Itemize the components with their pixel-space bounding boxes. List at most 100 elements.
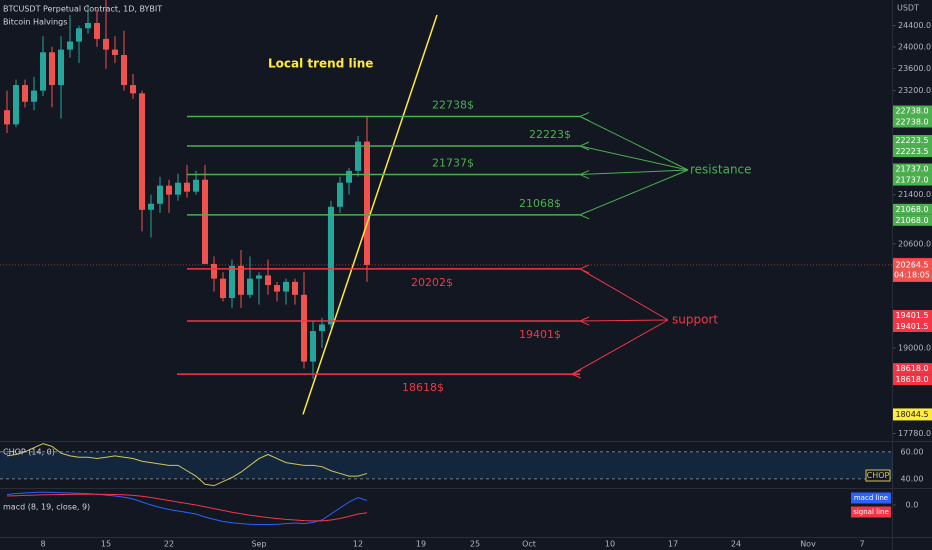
arrow-head: [570, 369, 582, 379]
candle-body: [229, 265, 235, 299]
arrow-head: [578, 170, 590, 179]
level-label: 22223$: [529, 128, 571, 141]
candle-body: [175, 182, 181, 195]
indicator-line: [6, 443, 368, 487]
arrow-head: [578, 210, 590, 220]
candle-body: [310, 331, 316, 362]
arrow: [579, 268, 669, 321]
price-badge: [893, 163, 932, 175]
candle-body: [31, 90, 37, 102]
chart-title: BTCUSDT Perpetual Contract, 1D, BYBIT: [3, 5, 162, 14]
candle-body: [364, 141, 370, 265]
candle-body: [148, 203, 154, 210]
candle-body: [283, 281, 289, 292]
level-label: 21068$: [519, 197, 561, 210]
y-tick-label: 19000.0: [898, 343, 931, 352]
countdown: 04:18:05: [894, 270, 930, 279]
price-badge: [893, 146, 932, 158]
level-label: 22738$: [432, 99, 474, 112]
price-badge-label: 21737.0: [895, 165, 928, 174]
price-badge: [893, 135, 932, 147]
price-badge: [893, 174, 932, 186]
x-tick-label: 24: [731, 540, 741, 549]
candle-body: [211, 263, 217, 279]
legend-label: signal line: [853, 508, 889, 516]
arrow-head: [578, 316, 590, 326]
price-badge: [893, 310, 932, 322]
candle-body: [256, 275, 262, 279]
y-tick-label: 40.00: [901, 474, 924, 483]
x-tick-label: 8: [40, 540, 45, 549]
x-tick-label: 12: [353, 540, 363, 549]
arrow-head: [578, 264, 590, 274]
level-label: 21737$: [432, 157, 474, 170]
candle-body: [139, 93, 145, 210]
candle-body: [184, 182, 190, 192]
candle-body: [301, 294, 307, 362]
candle-body: [40, 52, 46, 91]
x-tick-label: 7: [859, 540, 864, 549]
x-tick-label: Nov: [800, 540, 816, 549]
candle-body: [202, 179, 208, 264]
x-tick-label: Oct: [522, 540, 536, 549]
candle-body: [76, 28, 82, 42]
y-tick-label: 24400.0: [898, 21, 931, 30]
level-label: 18618$: [402, 381, 444, 394]
candle-body: [4, 110, 10, 125]
price-badge-label: 19401.5: [895, 322, 928, 331]
arrow-head: [578, 112, 590, 121]
price-badge: [893, 214, 932, 226]
price-badge: [893, 374, 932, 386]
candle-body: [247, 278, 253, 295]
candle-body: [85, 22, 91, 29]
x-tick-label: 17: [668, 540, 678, 549]
x-tick-label: 15: [101, 540, 111, 549]
chop-band: [0, 451, 893, 479]
legend-badge: [851, 506, 891, 518]
candle-body: [166, 185, 172, 195]
candle-body: [121, 54, 127, 86]
candle-body: [337, 182, 343, 207]
indicator-line: [6, 491, 368, 525]
candle-body: [13, 85, 19, 125]
candle-body: [67, 41, 73, 50]
y-tick-label: 24000.0: [898, 42, 931, 51]
price-badge-label: 18044.5: [895, 410, 928, 419]
legend-badge: [851, 492, 891, 504]
price-badge-label: 19401.5: [895, 311, 928, 320]
candle-body: [319, 324, 325, 332]
arrow: [579, 169, 689, 176]
arrow-head: [578, 141, 590, 151]
chart-subtitle: Bitcoin Halvings: [3, 18, 67, 27]
currency: USDT: [897, 4, 919, 13]
x-tick-label: 19: [416, 540, 426, 549]
price-badge: [893, 363, 932, 375]
indicator-line: [6, 493, 368, 522]
candle-body: [103, 38, 109, 50]
price-badge-label: 18618.0: [895, 364, 928, 373]
candle-body: [58, 49, 64, 86]
candle-body: [346, 170, 352, 183]
indicator-name: CHOP (14, 0): [3, 448, 55, 457]
price-badge-label: 22223.5: [895, 136, 928, 145]
last-price-label: 20264.5: [895, 260, 928, 269]
price-badge: [893, 116, 932, 128]
candle-body: [220, 278, 226, 299]
price-badge: [893, 203, 932, 215]
candle-body: [238, 265, 244, 295]
candle-body: [274, 285, 280, 292]
arrow: [579, 145, 689, 171]
y-tick-label: 0.0: [906, 501, 919, 510]
candle-body: [193, 179, 199, 192]
candle-body: [94, 22, 100, 39]
y-tick-label: 20600.0: [898, 239, 931, 248]
level-label: 19401$: [519, 328, 561, 341]
candle-body: [157, 185, 163, 204]
indicator-badge-label: CHOP: [867, 471, 890, 480]
candle-body: [355, 141, 361, 171]
y-tick-label: 60.00: [901, 447, 924, 456]
